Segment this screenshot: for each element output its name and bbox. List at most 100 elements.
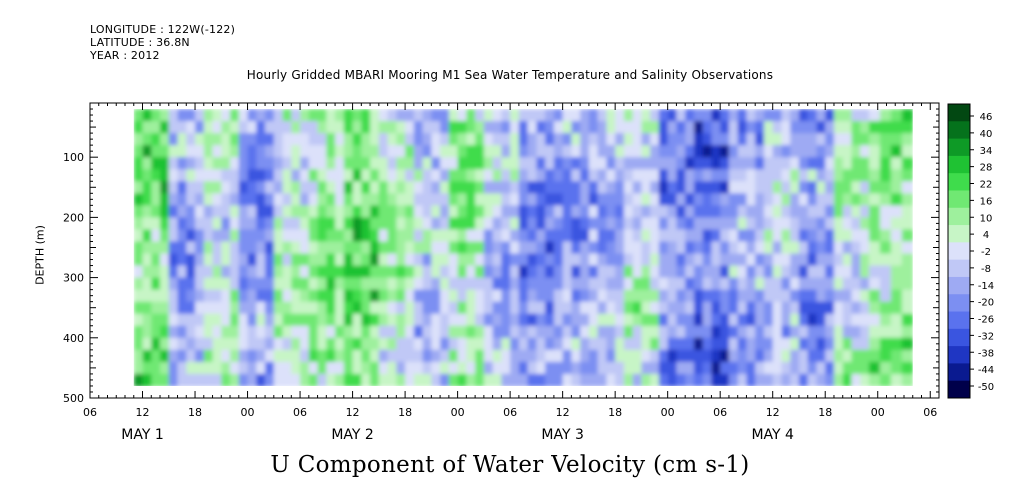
heatmap-cell — [571, 265, 581, 279]
heatmap-cell — [527, 253, 538, 267]
heatmap-cell — [247, 121, 258, 134]
heatmap-cell — [851, 121, 862, 134]
heatmap-cell — [247, 229, 258, 243]
heatmap-cell — [142, 241, 153, 255]
x-axis-title: U Component of Water Velocity (cm s-1) — [270, 452, 750, 478]
heatmap-cell — [422, 169, 433, 183]
heatmap-cell — [212, 121, 223, 134]
heatmap-cell — [536, 121, 546, 134]
heatmap-cell — [685, 169, 695, 183]
heatmap-cell — [151, 289, 161, 303]
heatmap-cell — [693, 325, 704, 339]
heatmap-cell — [868, 169, 881, 183]
heatmap-cell — [142, 349, 153, 363]
heatmap-cell — [879, 313, 892, 327]
heatmap-cell — [781, 361, 792, 375]
heatmap-cell — [685, 145, 695, 158]
heatmap-cell — [326, 289, 336, 303]
heatmap-cell — [265, 289, 275, 303]
heatmap-cell — [545, 121, 555, 134]
heatmap-cell — [623, 241, 634, 255]
heatmap-cell — [361, 217, 371, 231]
heatmap-cell — [623, 217, 634, 231]
colorbar-label: -38 — [978, 348, 994, 359]
heatmap-cell — [781, 217, 792, 231]
heatmap-cell — [291, 193, 301, 207]
heatmap-cell — [361, 253, 371, 267]
x-hour-label: 12 — [766, 406, 780, 419]
heatmap-cell — [755, 109, 765, 122]
heatmap-cell — [650, 265, 660, 279]
heatmap-cell — [658, 253, 669, 267]
heatmap-cell — [545, 181, 555, 195]
heatmap-cell — [282, 133, 293, 146]
heatmap-cell — [553, 205, 564, 219]
heatmap-cell — [501, 181, 511, 195]
heatmap-cell — [195, 229, 205, 243]
heatmap-cell — [615, 205, 625, 219]
heatmap-cell — [545, 337, 555, 351]
heatmap-cell — [186, 301, 196, 315]
heatmap-cell — [676, 241, 686, 255]
colorbar-label: 28 — [980, 163, 993, 174]
heatmap-cell — [798, 205, 809, 219]
colorbar-label: 10 — [980, 213, 993, 224]
heatmap-cell — [851, 325, 862, 339]
heatmap-cell — [335, 337, 345, 351]
heatmap-cell — [615, 133, 625, 146]
heatmap-cell — [763, 121, 774, 134]
heatmap-cell — [693, 181, 704, 195]
heatmap-cell — [265, 229, 275, 243]
heatmap-cell — [475, 265, 485, 279]
heatmap-cell — [396, 205, 406, 219]
heatmap-cell — [370, 277, 380, 291]
heatmap-cell — [772, 373, 783, 387]
heatmap-cell — [440, 109, 450, 122]
heatmap-cell — [623, 349, 634, 363]
heatmap-cell — [702, 121, 713, 134]
heatmap-cell — [641, 289, 651, 303]
heatmap-cell — [317, 205, 328, 219]
heatmap-cell — [553, 193, 564, 207]
heatmap-cell — [335, 361, 345, 375]
heatmap-cell — [720, 277, 730, 291]
heatmap-cell — [606, 337, 616, 351]
heatmap-cell — [492, 157, 503, 171]
heatmap-cell — [571, 157, 581, 171]
heatmap-cell — [720, 301, 730, 315]
heatmap-cell — [265, 373, 275, 387]
heatmap-cell — [755, 133, 765, 146]
heatmap-cell — [755, 361, 765, 375]
heatmap-cell — [562, 169, 573, 183]
heatmap-cell — [492, 337, 503, 351]
heatmap-cell — [308, 169, 319, 183]
heatmap-cell — [300, 301, 310, 315]
heatmap-cell — [711, 277, 721, 291]
heatmap-cell — [177, 325, 188, 339]
heatmap-cell — [693, 277, 704, 291]
heatmap-cell — [133, 145, 144, 158]
heatmap-cell — [256, 205, 266, 219]
heatmap-cell — [405, 109, 415, 122]
heatmap-cell — [291, 181, 301, 195]
heatmap-cell — [685, 301, 695, 315]
heatmap-cell — [457, 277, 468, 291]
heatmap-cell — [133, 289, 144, 303]
heatmap-cell — [405, 277, 415, 291]
heatmap-cell — [160, 229, 170, 243]
heatmap-cell — [685, 109, 695, 122]
heatmap-cell — [588, 361, 599, 375]
heatmap-cell — [615, 301, 625, 315]
heatmap-cell — [142, 133, 153, 146]
heatmap-cell — [308, 193, 319, 207]
heatmap-cell — [860, 337, 870, 351]
heatmap-cell — [142, 229, 153, 243]
heatmap-cell — [615, 229, 625, 243]
heatmap-cell — [238, 313, 249, 327]
heatmap-cell — [282, 193, 293, 207]
heatmap-cell — [448, 193, 459, 207]
heatmap-cell — [151, 241, 161, 255]
heatmap-cell — [536, 133, 546, 146]
heatmap-cell — [842, 241, 853, 255]
y-tick-label: 200 — [63, 211, 84, 224]
